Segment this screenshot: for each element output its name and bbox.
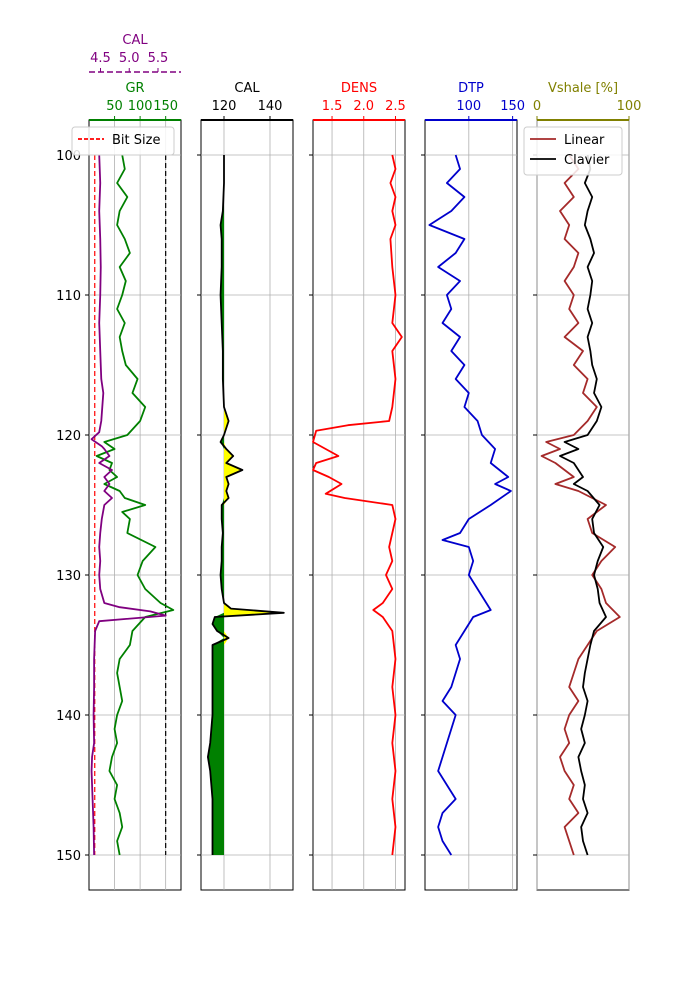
axis-vshale-0: 0 100 Vshale [%] [533, 81, 642, 121]
axis-label: Vshale [%] [548, 81, 618, 96]
axis-dtp-0: 100 150 DTP [425, 81, 525, 121]
legend-entry: Linear [564, 133, 605, 148]
axis-tick-label: 0 [533, 99, 541, 114]
axis-tick-label: 100 [456, 99, 481, 114]
axis-label: CAL [122, 33, 148, 48]
axis-tick-label: 5.0 [119, 51, 140, 66]
axis-tick-label: 2.5 [385, 99, 406, 114]
axis-tick-label: 150 [153, 99, 178, 114]
axis-tick-label: 2.0 [353, 99, 374, 114]
depth-tick-label: 130 [56, 569, 81, 584]
series-cal [207, 155, 285, 855]
legend-gr: Bit Size [71, 126, 175, 156]
series-cal [90, 154, 167, 856]
axis-gr-1: 50 100 150 GR [89, 81, 181, 121]
legend-box [71, 126, 175, 156]
axis-tick-label: 5.5 [148, 51, 169, 66]
axis-tick-label: 1.5 [322, 99, 343, 114]
series-dens [312, 154, 403, 856]
axis-dens-0: 1.5 2.0 2.5 DENS [313, 81, 406, 121]
series-clavier [559, 154, 607, 856]
axis-label: GR [125, 81, 144, 96]
axis-tick-label: 100 [128, 99, 153, 114]
track-cal: 120 140 CAL [197, 81, 294, 891]
axis-label: DTP [458, 81, 484, 96]
depth-tick-label: 120 [56, 429, 81, 444]
series-dtp [428, 154, 512, 856]
fill-below-baseline [207, 155, 224, 855]
legend-entry: Bit Size [112, 133, 160, 148]
axis-tick-label: 120 [212, 99, 237, 114]
depth-tick-label: 140 [56, 709, 81, 724]
legend-vshale: Linear Clavier [523, 126, 623, 176]
axis-tick-label: 150 [500, 99, 525, 114]
track-vshale: 0 100 Vshale [%] Linear Clavier [523, 81, 642, 891]
depth-tick-label: 110 [56, 289, 81, 304]
axis-tick-label: 4.5 [90, 51, 111, 66]
axis-tick-label: 50 [106, 99, 123, 114]
axis-tick-label: 100 [617, 99, 642, 114]
axis-cal-0: 120 140 CAL [201, 81, 293, 121]
legend-entry: Clavier [564, 153, 610, 168]
track-dens: 1.5 2.0 2.5 DENS [309, 81, 406, 891]
axis-label: CAL [234, 81, 260, 96]
axis-tick-label: 140 [258, 99, 283, 114]
series-linear [540, 154, 621, 856]
axis-label: DENS [341, 81, 377, 96]
series-gr [95, 154, 175, 856]
track-dtp: 100 150 DTP [421, 81, 525, 891]
depth-tick-label: 150 [56, 849, 81, 864]
